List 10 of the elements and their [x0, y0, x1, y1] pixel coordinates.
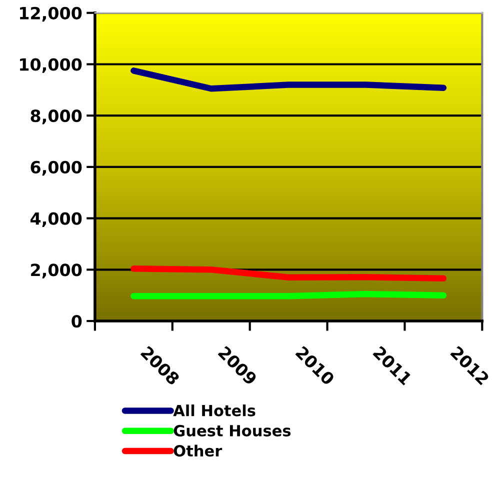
y-tick-label: 4,000: [30, 212, 82, 228]
legend-label: Guest Houses: [174, 424, 291, 436]
y-tick-label: 6,000: [30, 160, 82, 176]
y-tick-label: 10,000: [20, 58, 82, 73]
y-tick-label: 8,000: [30, 110, 82, 124]
y-tick-label: 0: [72, 314, 82, 328]
y-tick-label: 12,000: [20, 6, 82, 22]
legend-label: All Hotels: [173, 404, 256, 416]
legend-label: Other: [174, 444, 222, 457]
y-tick-label: 2,000: [31, 264, 82, 278]
